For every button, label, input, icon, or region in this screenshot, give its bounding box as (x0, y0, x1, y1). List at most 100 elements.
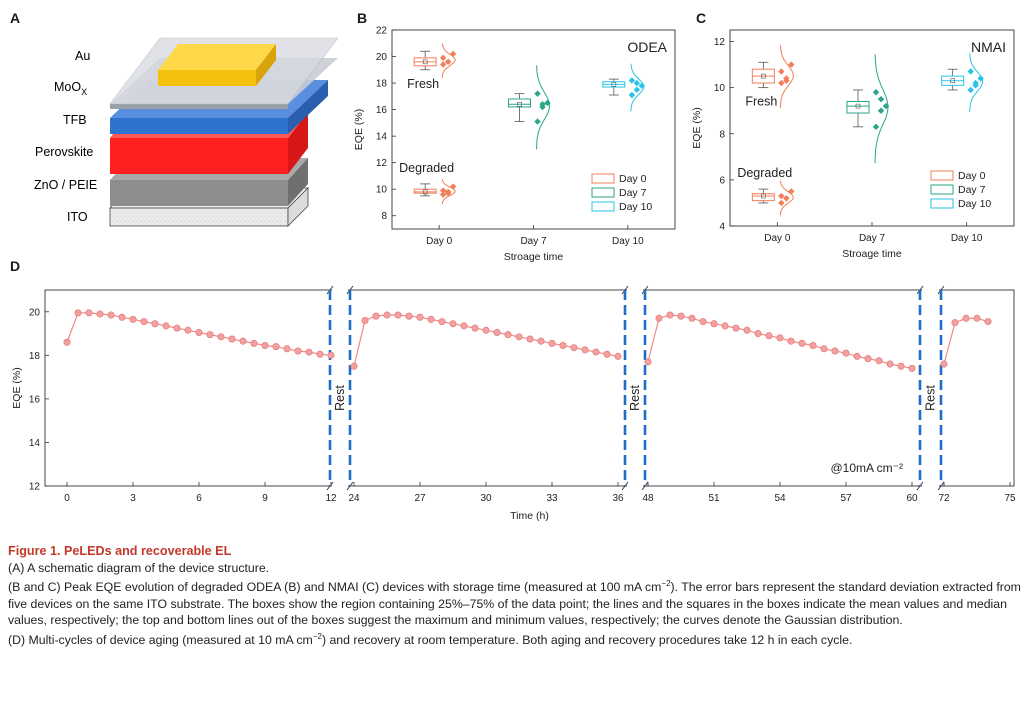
data-point (842, 349, 850, 357)
series-line (943, 317, 989, 365)
data-point (783, 195, 790, 202)
y-tick-label: 18 (376, 79, 388, 90)
y-tick-label: 10 (376, 185, 388, 196)
x-tick-label: 9 (262, 493, 268, 504)
data-point (984, 318, 992, 326)
data-point (129, 315, 137, 323)
layer-label-tfb: TFB (63, 113, 87, 127)
legend-swatch (591, 201, 615, 212)
data-point (85, 309, 93, 317)
iqr-box (846, 100, 870, 114)
perovskite-layer-front (110, 138, 288, 174)
data-series-segment (940, 314, 992, 368)
data-point (666, 311, 674, 319)
axis-break-mask (627, 482, 643, 490)
fresh-label: Fresh (407, 77, 439, 91)
x-tick-label: 3 (130, 493, 136, 504)
series-line (647, 314, 913, 369)
box-group (602, 63, 646, 112)
tfb-layer-side (288, 80, 328, 134)
y-tick-label: 18 (29, 351, 41, 362)
mean-square (761, 73, 766, 79)
data-point (482, 326, 490, 334)
x-tick-label: 48 (642, 493, 654, 504)
x-tick-label: Day 10 (951, 233, 983, 244)
data-point (570, 344, 578, 352)
data-point (872, 89, 880, 96)
data-point (439, 61, 447, 68)
measurement-condition-label: @10mA cm⁻² (830, 461, 903, 475)
plot-frame (391, 29, 676, 230)
data-point (853, 352, 861, 360)
data-point (534, 90, 541, 97)
ito-layer-front (109, 207, 289, 227)
y-tick-label: 12 (376, 158, 388, 169)
x-axis-title: Stroage time (504, 251, 564, 263)
data-point (787, 337, 795, 345)
y-tick-label: 12 (29, 482, 41, 493)
y-tick-label: 16 (376, 105, 388, 116)
box-group (413, 178, 457, 205)
data-point (886, 360, 894, 368)
data-point (206, 331, 214, 339)
iqr-box (751, 193, 775, 202)
x-tick-label: Day 10 (612, 236, 644, 247)
data-point (439, 54, 447, 62)
data-point (581, 346, 589, 354)
data-point (967, 86, 974, 94)
data-point (864, 355, 872, 363)
iqr-box (413, 188, 437, 194)
x-tick-label: Day 0 (764, 233, 791, 244)
data-point (151, 320, 159, 328)
caption-d-sup: −2 (312, 632, 322, 642)
gaussian-curve (969, 53, 984, 112)
x-tick-label: 36 (612, 493, 624, 504)
au-electrode-side (256, 44, 276, 86)
moox-subscript: X (81, 87, 87, 97)
caption-bc-part1: (B and C) Peak EQE evolution of degraded… (8, 580, 662, 595)
data-point (460, 322, 468, 330)
mean-square (422, 59, 428, 65)
data-point (493, 328, 501, 336)
mean-square (422, 189, 428, 195)
data-point (908, 364, 916, 372)
legend-label: Day 7 (619, 187, 647, 199)
x-tick-label: 6 (196, 493, 202, 504)
gaussian-curve (536, 65, 551, 150)
data-point (638, 82, 646, 89)
legend-label: Day 10 (958, 198, 991, 210)
data-point (526, 335, 534, 343)
caption-bc-part2: ). The error bars represent the standard… (8, 580, 1021, 628)
data-point (361, 316, 369, 324)
moox-main: MoO (54, 80, 81, 94)
data-point (614, 352, 622, 360)
layer-label-moox: MoOX (54, 80, 87, 97)
layer-label-au: Au (75, 49, 90, 63)
legend-label: Day 7 (958, 184, 986, 196)
x-tick-label: 24 (348, 493, 360, 504)
y-tick-label: 20 (29, 307, 41, 318)
device-structure-schematic: Au MoOX TFB Perovskite ZnO / PEIE ITO (34, 37, 339, 227)
data-point (261, 342, 269, 350)
data-point (644, 358, 652, 366)
chart-title: NMAI (971, 39, 1006, 55)
data-point (655, 314, 663, 322)
legend-label: Day 10 (619, 201, 652, 213)
x-tick-label: 51 (708, 493, 720, 504)
panel-b-letter: B (357, 10, 368, 26)
data-point (195, 328, 203, 336)
data-point (721, 322, 729, 330)
y-tick-label: 6 (719, 175, 725, 186)
data-point (427, 315, 435, 323)
data-point (688, 314, 696, 322)
caption-d: (D) Multi-cycles of device aging (measur… (8, 629, 1024, 649)
data-point (710, 320, 718, 328)
x-tick-label: 75 (1004, 493, 1016, 504)
rest-label: Rest (924, 385, 938, 411)
x-tick-label: 27 (414, 493, 426, 504)
data-point (877, 95, 885, 103)
axis-break-mask (332, 482, 348, 490)
data-point (449, 320, 457, 328)
data-point (294, 347, 302, 355)
